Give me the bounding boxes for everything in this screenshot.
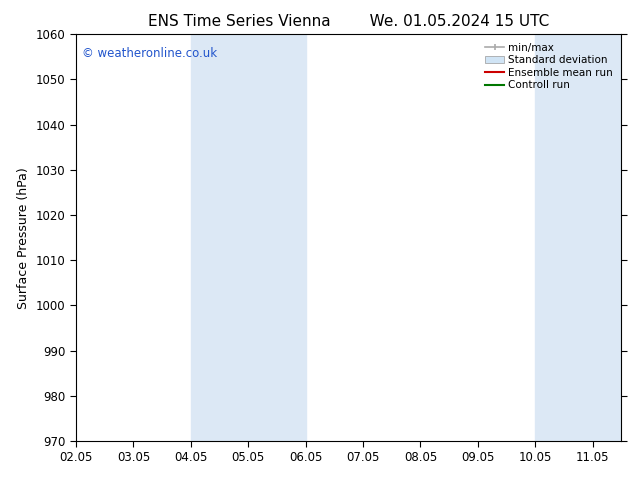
Y-axis label: Surface Pressure (hPa): Surface Pressure (hPa) xyxy=(17,167,30,309)
Bar xyxy=(191,34,249,441)
Title: ENS Time Series Vienna        We. 01.05.2024 15 UTC: ENS Time Series Vienna We. 01.05.2024 15… xyxy=(148,14,549,29)
Text: © weatheronline.co.uk: © weatheronline.co.uk xyxy=(82,47,217,59)
Bar xyxy=(535,34,593,441)
Legend: min/max, Standard deviation, Ensemble mean run, Controll run: min/max, Standard deviation, Ensemble me… xyxy=(482,40,616,94)
Bar xyxy=(249,34,306,441)
Bar xyxy=(593,34,621,441)
